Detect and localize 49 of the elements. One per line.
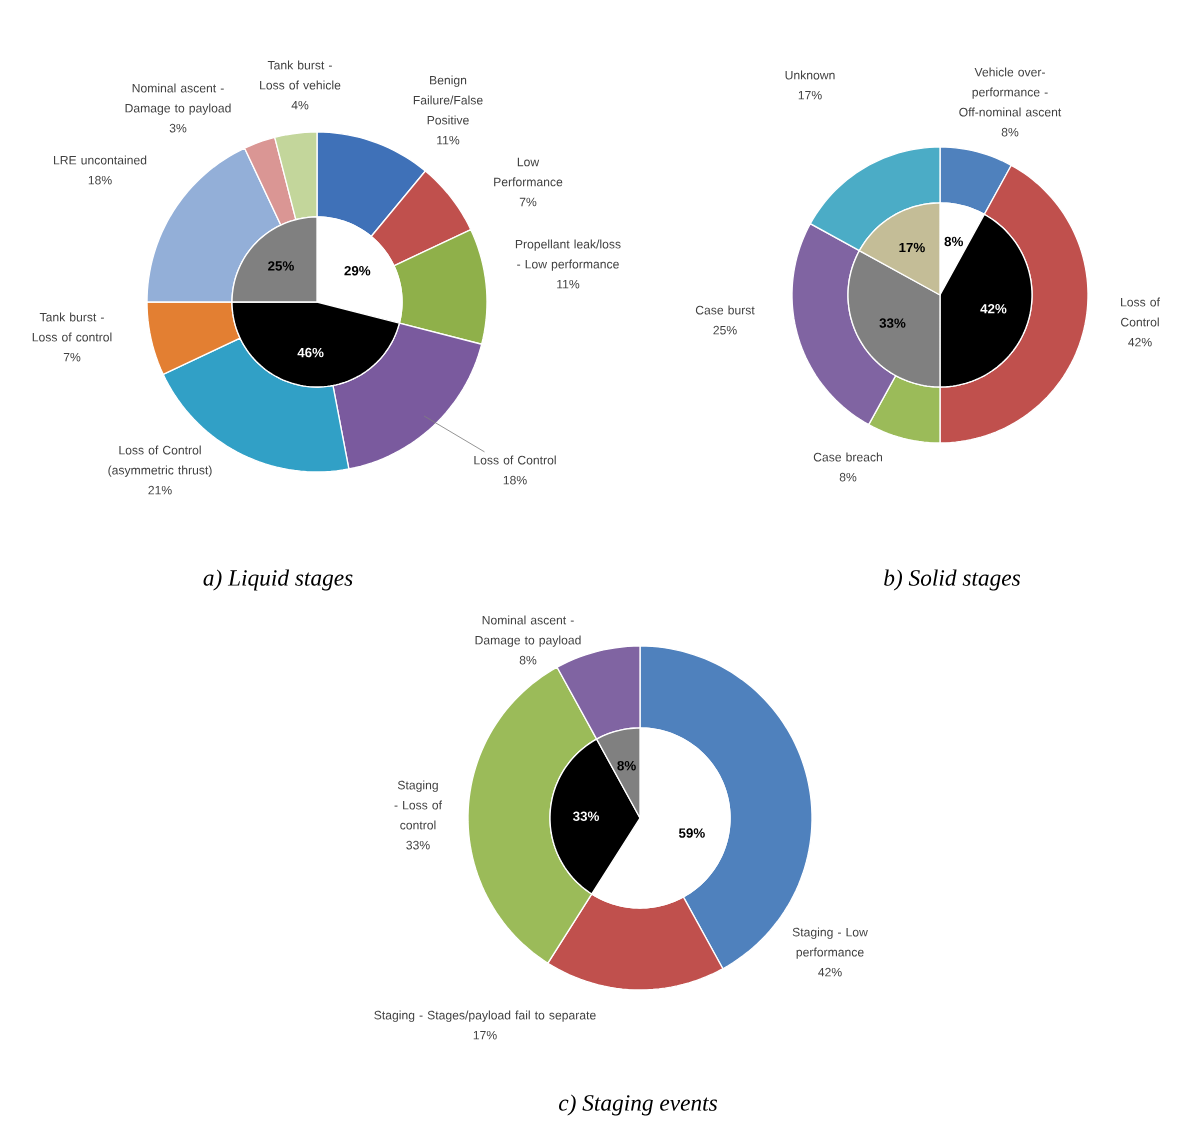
data-label: 59% [678,828,705,838]
data-label: 33% [406,840,430,850]
slice-label: Loss of Control [474,455,556,465]
data-label: 29% [344,266,371,276]
slice-label: Loss of Control [1121,297,1160,327]
slice-label: Unknown [785,70,835,80]
data-label: 8% [839,472,857,482]
data-label: 4% [291,100,309,110]
data-label: 33% [879,318,906,328]
text: c) Staging events [559,1094,717,1116]
data-label: 11% [557,279,580,289]
data-label: 18% [503,475,527,485]
data-label: 17% [473,1030,497,1040]
slice-label: Nominal ascent - Damage to payload [475,615,581,647]
data-label: 17% [899,242,925,253]
data-label: 21% [148,485,172,495]
data-label: 8% [617,760,636,771]
slice-label: Low Performance [494,157,563,187]
data-label: 8% [519,655,537,665]
text: b) Solid stages [884,569,1020,591]
text: a) Liquid stages [203,569,353,591]
data-label: 18% [88,175,112,185]
slice-label: Vehicle over-performance - Off-nominal ascent [959,67,1062,117]
slice-label: Nominal ascent - Damage to payload [125,83,231,115]
data-label: 42% [1128,337,1152,347]
slice-label: Tank burst - Loss of control [32,312,112,342]
slice-label: LRE uncontained [53,155,147,165]
slice-label: Staging - Stages/payload fail to separate [374,1010,596,1022]
data-label: 7% [519,197,537,207]
data-label: 46% [297,347,324,358]
data-label: 25% [268,261,294,271]
data-label: 33% [573,811,600,822]
data-label: 8% [944,236,964,247]
data-label: 42% [818,967,842,977]
data-label: 3% [169,123,187,133]
slice-label: Staging - Low performance [792,927,868,959]
slice-label: Tank burst - Loss of vehicle [260,60,341,90]
slice-label: Loss of Control (asymmetric thrust) [108,445,212,477]
slice-label: Case burst [695,305,755,315]
data-label: 11% [437,135,460,145]
slice-label: Staging - Loss of control [394,780,443,830]
slice-label: Case breach [813,452,883,462]
data-label: 8% [1001,127,1019,137]
data-label: 17% [798,90,822,100]
data-label: 25% [713,325,737,335]
data-label: 42% [980,304,1007,314]
slice-label: Benign Failure/False Positive [413,75,483,125]
data-label: 7% [63,352,81,362]
slice-label: Propellant leak/loss - Low performance [515,239,621,271]
